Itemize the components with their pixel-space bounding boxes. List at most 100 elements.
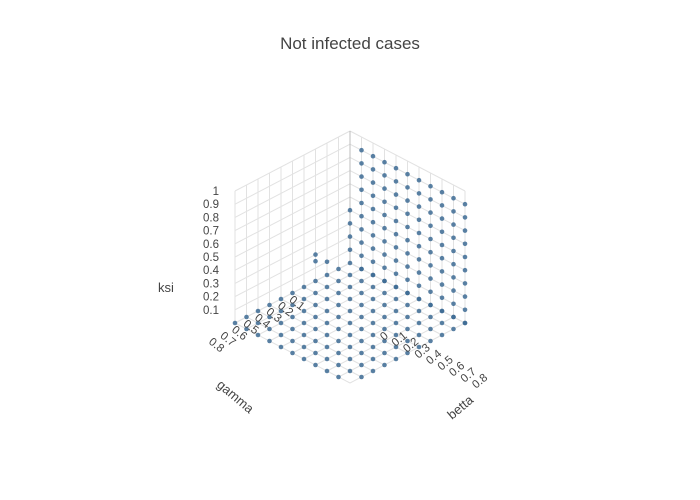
data-point bbox=[370, 206, 376, 212]
data-point bbox=[278, 308, 284, 314]
data-point bbox=[393, 356, 399, 362]
data-point bbox=[382, 350, 387, 356]
data-point bbox=[324, 368, 330, 374]
data-point bbox=[290, 302, 295, 308]
grid-line bbox=[234, 196, 351, 258]
data-point bbox=[370, 344, 376, 350]
data-point bbox=[451, 195, 456, 201]
data-point bbox=[359, 338, 364, 344]
data-point bbox=[451, 314, 456, 320]
data-point bbox=[324, 344, 330, 350]
data-point bbox=[382, 252, 387, 257]
data-point bbox=[313, 314, 318, 320]
data-point bbox=[393, 218, 399, 224]
data-point bbox=[370, 259, 376, 265]
data-point bbox=[347, 207, 353, 213]
data-point bbox=[359, 161, 364, 166]
data-point bbox=[428, 197, 433, 202]
data-point bbox=[370, 332, 376, 338]
data-point bbox=[359, 302, 364, 308]
data-point bbox=[359, 362, 364, 368]
data-point bbox=[405, 338, 410, 344]
data-point bbox=[462, 201, 468, 207]
data-point bbox=[416, 332, 422, 338]
data-point bbox=[405, 224, 410, 230]
data-point bbox=[393, 231, 399, 237]
data-point bbox=[382, 278, 387, 284]
data-point bbox=[416, 204, 422, 209]
data-point bbox=[382, 338, 387, 344]
data-point bbox=[393, 320, 399, 326]
data-point bbox=[393, 205, 399, 211]
data-point bbox=[278, 320, 284, 326]
data-point bbox=[439, 332, 445, 338]
data-point bbox=[278, 344, 284, 350]
data-point bbox=[393, 284, 399, 290]
data-point bbox=[382, 362, 387, 368]
data-point bbox=[336, 326, 341, 332]
grid-line bbox=[234, 156, 351, 218]
data-point bbox=[278, 296, 284, 302]
data-point bbox=[290, 338, 295, 344]
data-point bbox=[439, 203, 445, 208]
data-point bbox=[267, 314, 272, 320]
chart-title: Not infected cases bbox=[280, 34, 420, 53]
data-point bbox=[462, 281, 468, 286]
data-point bbox=[244, 326, 249, 332]
data-point bbox=[336, 374, 341, 380]
data-point bbox=[428, 263, 433, 268]
data-point bbox=[267, 326, 272, 332]
data-point bbox=[393, 179, 399, 184]
data-point bbox=[347, 260, 353, 266]
data-point bbox=[359, 326, 364, 332]
data-point bbox=[393, 308, 399, 314]
z-axis-title: ksi bbox=[158, 280, 174, 295]
data-point bbox=[416, 230, 422, 236]
data-point bbox=[370, 272, 376, 278]
data-point bbox=[439, 255, 445, 261]
data-point bbox=[324, 332, 330, 338]
data-point bbox=[428, 276, 433, 281]
data-point bbox=[347, 272, 353, 278]
z-tick-label: 0.2 bbox=[203, 292, 219, 304]
data-point bbox=[370, 153, 376, 159]
data-point bbox=[382, 326, 387, 332]
data-point bbox=[244, 314, 249, 320]
data-point bbox=[393, 296, 399, 302]
data-point bbox=[290, 290, 295, 296]
data-point bbox=[393, 258, 399, 263]
data-point bbox=[324, 296, 330, 302]
data-point bbox=[324, 356, 330, 362]
data-point bbox=[267, 302, 272, 308]
data-point bbox=[393, 271, 399, 277]
data-point bbox=[301, 356, 307, 362]
data-point bbox=[405, 314, 410, 320]
data-point bbox=[290, 326, 295, 332]
data-point bbox=[462, 215, 468, 220]
data-point bbox=[278, 332, 284, 338]
data-point bbox=[451, 288, 456, 293]
data-point bbox=[232, 320, 238, 326]
data-point bbox=[416, 257, 422, 262]
data-point bbox=[359, 374, 364, 380]
data-point bbox=[382, 225, 387, 231]
data-point bbox=[370, 356, 376, 362]
data-point bbox=[359, 174, 364, 179]
z-tick-label: 0.4 bbox=[203, 265, 220, 277]
data-point bbox=[370, 308, 376, 314]
data-point bbox=[405, 251, 410, 256]
data-point bbox=[462, 294, 468, 299]
data-point bbox=[359, 314, 364, 320]
data-point bbox=[462, 241, 468, 247]
data-point bbox=[382, 186, 387, 191]
data-point bbox=[370, 246, 376, 251]
data-point bbox=[359, 278, 364, 284]
data-point bbox=[359, 213, 364, 219]
data-point bbox=[393, 165, 399, 171]
data-point bbox=[439, 242, 445, 248]
grid-line bbox=[234, 183, 351, 245]
data-point bbox=[347, 332, 353, 338]
data-point bbox=[382, 265, 387, 271]
data-point bbox=[336, 302, 341, 308]
